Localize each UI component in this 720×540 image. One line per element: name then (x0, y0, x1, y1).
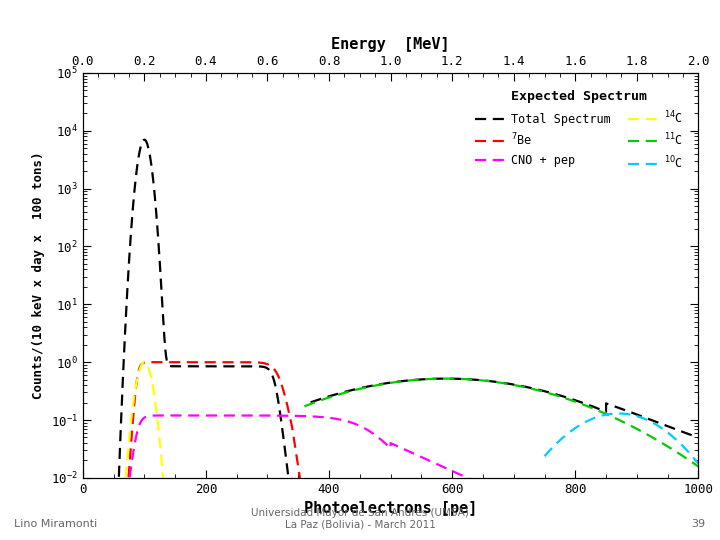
X-axis label: Photoelectrons [pe]: Photoelectrons [pe] (304, 501, 477, 516)
X-axis label: Energy  [MeV]: Energy [MeV] (331, 37, 450, 52)
Y-axis label: Counts/(10 keV x day x  100 tons): Counts/(10 keV x day x 100 tons) (32, 152, 45, 399)
Legend: Total Spectrum, $^7$Be, CNO + pep, $^{14}$C, $^{11}$C, $^{10}$C: Total Spectrum, $^7$Be, CNO + pep, $^{14… (472, 87, 686, 174)
Text: Expected Spectrum: Expected Spectrum (17, 10, 186, 28)
Text: Lino Miramonti: Lino Miramonti (14, 519, 98, 529)
Text: Universidad Mayor de San Andrés (UMSA)
La Paz (Bolivia) - March 2011: Universidad Mayor de San Andrés (UMSA) L… (251, 507, 469, 529)
Text: 39: 39 (691, 519, 706, 529)
